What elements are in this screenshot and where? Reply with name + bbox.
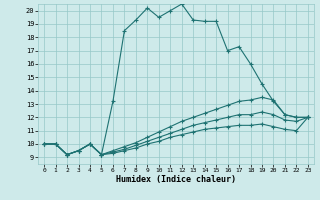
X-axis label: Humidex (Indice chaleur): Humidex (Indice chaleur)	[116, 175, 236, 184]
